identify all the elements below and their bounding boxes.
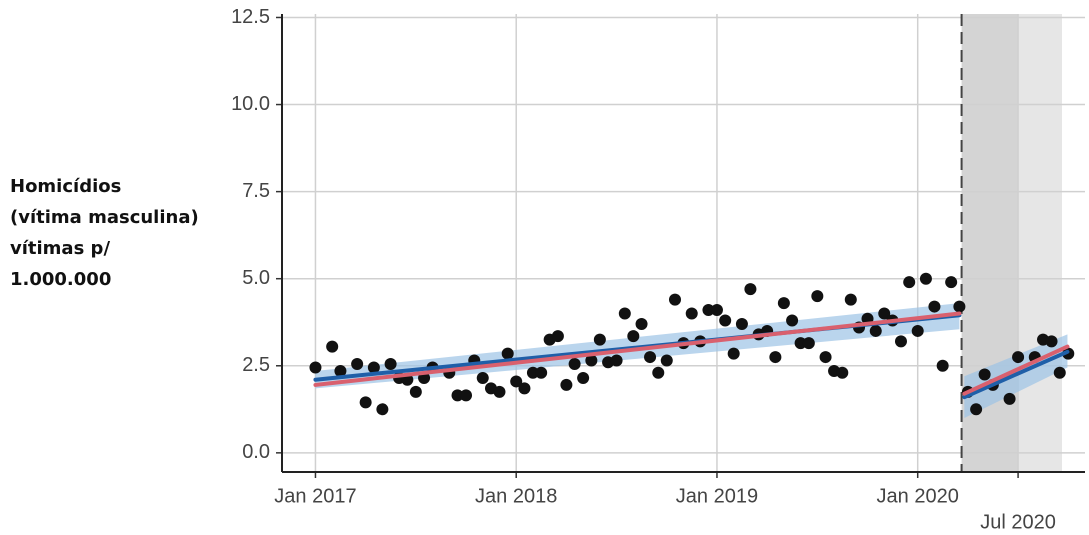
x-tick-label: Jan 2019: [676, 485, 758, 507]
point: [518, 382, 531, 395]
y-axis-label: 1.000.000: [10, 269, 111, 290]
point: [384, 358, 397, 371]
point: [627, 330, 640, 343]
point: [510, 375, 523, 388]
point: [476, 371, 489, 384]
point: [744, 283, 757, 296]
point: [911, 324, 924, 337]
point: [869, 324, 882, 337]
point: [326, 340, 339, 353]
point: [1053, 366, 1066, 379]
shaded-region: [1018, 14, 1062, 472]
point: [903, 276, 916, 289]
x-tick-label: Jan 2018: [475, 485, 557, 507]
point: [551, 330, 564, 343]
point: [577, 371, 590, 384]
point: [945, 276, 958, 289]
point: [668, 293, 681, 306]
y-tick-label: 10.0: [231, 93, 270, 115]
point: [1012, 351, 1025, 364]
point: [710, 304, 723, 317]
point: [560, 378, 573, 391]
point: [936, 359, 949, 372]
point: [585, 354, 598, 367]
point: [635, 317, 648, 330]
point: [769, 351, 782, 364]
point: [409, 385, 422, 398]
point: [685, 307, 698, 320]
point: [526, 366, 539, 379]
point: [351, 358, 364, 371]
point: [376, 403, 389, 416]
point: [367, 361, 380, 374]
point: [727, 347, 740, 360]
trend-line: [962, 344, 1070, 396]
point: [1003, 392, 1016, 405]
point: [593, 333, 606, 346]
point: [493, 385, 506, 398]
point: [735, 317, 748, 330]
y-tick-label: 7.5: [242, 180, 270, 202]
point: [359, 396, 372, 409]
point: [460, 389, 473, 402]
point: [970, 403, 983, 416]
point: [844, 293, 857, 306]
y-tick-label: 0.0: [242, 441, 270, 463]
point: [794, 337, 807, 350]
x-tick-label: Jan 2020: [877, 485, 959, 507]
point: [618, 307, 631, 320]
x-tick-label: Jan 2017: [274, 485, 356, 507]
point: [719, 314, 732, 327]
trend-line: [962, 349, 1070, 400]
point: [334, 364, 347, 377]
point: [978, 368, 991, 381]
point: [928, 300, 941, 313]
y-tick-label: 12.5: [231, 6, 270, 28]
point: [802, 337, 815, 350]
point: [309, 361, 322, 374]
y-axis-label: vítimas p/: [10, 238, 110, 259]
point: [535, 366, 548, 379]
point: [786, 314, 799, 327]
x-tick-label: Jul 2020: [980, 511, 1056, 533]
point: [878, 307, 891, 320]
point: [919, 272, 932, 285]
point: [501, 347, 514, 360]
point: [568, 358, 581, 371]
point: [660, 354, 673, 367]
y-axis-label: (vítima masculina): [10, 207, 199, 228]
trend-line: [313, 311, 962, 387]
point: [610, 354, 623, 367]
point: [644, 351, 657, 364]
y-tick-label: 5.0: [242, 267, 270, 289]
point: [777, 297, 790, 310]
y-tick-label: 2.5: [242, 354, 270, 376]
point: [652, 366, 665, 379]
point: [953, 300, 966, 313]
point: [819, 351, 832, 364]
point: [702, 304, 715, 317]
point: [811, 290, 824, 303]
point: [836, 366, 849, 379]
point: [451, 389, 464, 402]
point: [1045, 335, 1058, 348]
point: [894, 335, 907, 348]
y-axis-label: Homicídios: [10, 176, 121, 197]
